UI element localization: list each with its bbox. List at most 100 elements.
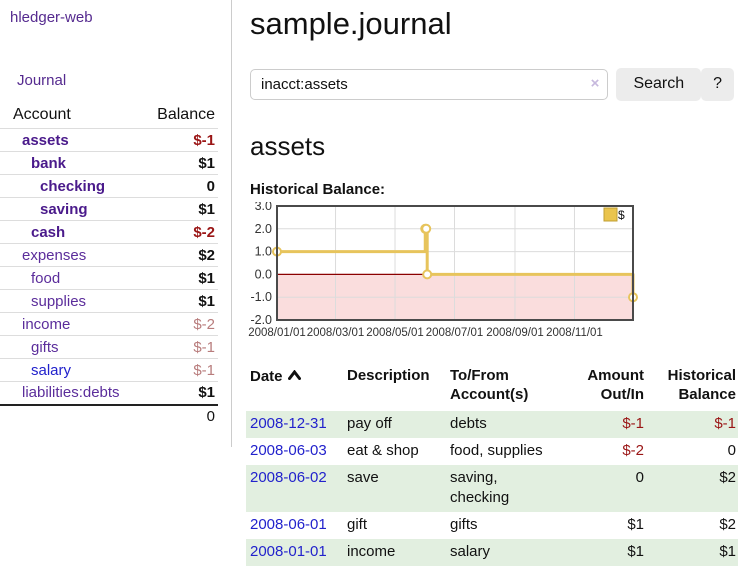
register-row: 2008-01-01 income salary $1 $1 [246,538,738,566]
search-input[interactable] [250,68,609,100]
register-header-balance[interactable]: Historical Balance [667,366,736,403]
account-balance: $1 [198,292,215,310]
transaction-date-cell: 2008-01-01 [246,539,347,566]
x-tick-label: 2008/09/01 [486,327,544,339]
account-link[interactable]: cash [31,223,66,241]
x-tick-label: 2008/11/01 [546,327,603,339]
register-header-description[interactable]: Description [347,366,430,384]
transaction-date-link[interactable]: 2008-06-03 [250,441,327,459]
y-tick-label: 1.0 [255,244,272,258]
account-link[interactable]: liabilities:debts [22,384,120,402]
account-cell: assets [0,129,144,152]
sidebar: hledger-web Journal Account Balance asse… [0,0,232,447]
account-link[interactable]: gifts [31,338,59,356]
data-point-marker[interactable] [422,269,433,280]
help-button[interactable]: ? [701,67,734,101]
account-row: gifts $-1 [0,336,218,359]
transaction-description: income [347,542,396,560]
account-balance: $-1 [193,338,215,356]
account-link[interactable]: supplies [31,292,87,310]
transaction-accounts: gifts [450,515,478,533]
account-cell: food [0,267,144,290]
transaction-description: gift [347,515,368,533]
clear-search-icon[interactable]: × [590,74,600,92]
account-row: salary $-1 [0,359,218,382]
accounts-header-row: Account Balance [0,106,218,129]
accounts-table: Account Balance assets $-1 bank $1 checking 0… [0,106,218,428]
sidebar-item-journal[interactable]: Journal [17,72,67,89]
account-cell: liabilities:debts [0,382,144,405]
account-row: assets $-1 [0,129,218,152]
account-row: saving $1 [0,198,218,221]
account-link[interactable]: assets [22,131,69,149]
accounts-header-balance: Balance [157,106,215,123]
account-row: food $1 [0,267,218,290]
account-row: cash $-2 [0,221,218,244]
account-row: liabilities:debts $1 [0,382,218,405]
transaction-amount: $-1 [622,414,644,432]
transaction-date-link[interactable]: 2008-12-31 [250,414,327,432]
transaction-date-link[interactable]: 2008-01-01 [250,542,327,560]
register-header-amount[interactable]: Amount Out/In [587,366,644,403]
transaction-balance: 0 [727,441,736,459]
register-row: 2008-06-02 save saving, checking 0 $2 [246,464,738,512]
register-header-accounts[interactable]: To/From Account(s) [450,366,529,403]
historical-balance-chart[interactable]: $3.0 2.0 1.0 0.0 -1.0 -2.0 2008/01/01 2008/03/0… [241,199,641,344]
account-link[interactable]: expenses [22,246,87,264]
account-balance: $1 [198,269,215,287]
transaction-balance: $2 [719,468,736,486]
x-tick-label: 2008/05/01 [366,327,424,339]
search-input-wrap: × [250,68,609,100]
register-row: 2008-06-03 eat & shop food, supplies $-2 0 [246,438,738,465]
account-cell: saving [0,198,144,221]
spacer-cell [0,405,144,428]
account-cell: cash [0,221,144,244]
transaction-description: save [347,468,379,486]
account-row: expenses $2 [0,244,218,267]
transaction-amount: $1 [627,542,644,560]
account-link[interactable]: salary [31,361,72,379]
app-brand-link[interactable]: hledger-web [10,9,93,26]
legend-swatch [603,207,618,222]
account-link[interactable]: bank [31,154,67,172]
account-balance: $-1 [193,131,215,149]
account-cell: supplies [0,290,144,313]
y-tick-label: 2.0 [255,221,272,235]
account-balance: $1 [198,384,215,402]
transaction-accounts: debts [450,414,487,432]
transaction-balance: $1 [719,542,736,560]
search-button[interactable]: Search [616,67,702,101]
transaction-date-link[interactable]: 2008-06-01 [250,515,327,533]
register-row: 2008-12-31 pay off debts $-1 $-1 [246,410,738,438]
account-cell: gifts [0,336,144,359]
register-header-date[interactable]: Date [246,366,347,411]
transaction-amount: $1 [627,515,644,533]
account-cell: salary [0,359,144,382]
data-point-marker[interactable] [421,223,432,234]
transaction-amount: $-2 [622,441,644,459]
account-link[interactable]: saving [40,200,88,218]
transaction-date-link[interactable]: 2008-06-02 [250,468,327,486]
account-link[interactable]: checking [40,177,106,195]
transaction-accounts: saving, checking [450,468,510,506]
transaction-date-cell: 2008-06-01 [246,512,347,539]
account-balance: $-2 [193,223,215,241]
x-tick-label: 2008/03/01 [307,327,365,339]
account-link[interactable]: income [22,315,71,333]
transaction-description: eat & shop [347,441,419,459]
transaction-date-cell: 2008-12-31 [246,411,347,438]
chart-title: Historical Balance: [250,180,386,198]
account-row: bank $1 [0,152,218,175]
register-header-row: Date Description To/From Account(s) Amoun… [246,366,738,411]
plot-border [276,204,634,321]
y-tick-label: -2.0 [250,313,272,327]
transaction-balance: $-1 [714,414,736,432]
accounts-total-row: 0 [0,405,218,428]
transaction-balance: $2 [719,515,736,533]
account-link[interactable]: food [31,269,61,287]
account-balance: $2 [198,246,215,264]
y-tick-label: 0.0 [255,267,272,281]
account-balance: $1 [198,200,215,218]
account-balance: $1 [198,154,215,172]
transaction-date-cell: 2008-06-03 [246,438,347,465]
